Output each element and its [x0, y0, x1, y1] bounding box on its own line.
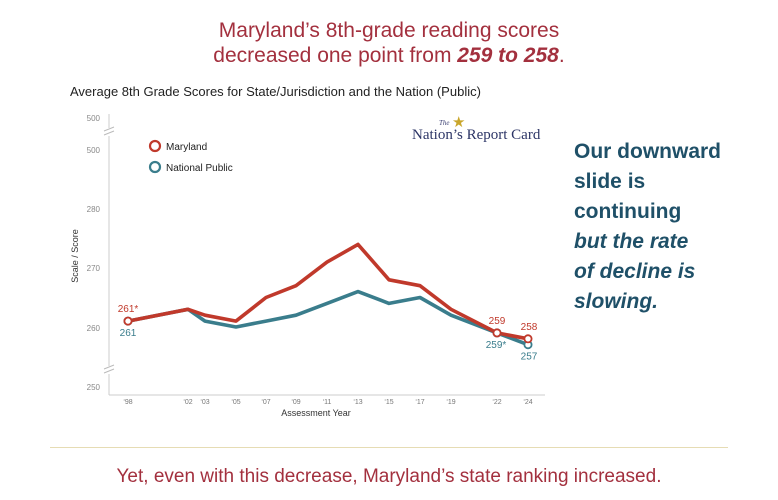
- y-tick-label-260: 260: [87, 324, 101, 333]
- headline-line-1: Maryland’s 8th-grade reading scores: [218, 19, 560, 42]
- data-label-national-public-1998: 261: [120, 328, 137, 339]
- footer-text: Yet, even with this decrease, Maryland’s…: [116, 466, 662, 487]
- x-tick-label-2017: ‘17: [415, 399, 424, 406]
- logo-main-text: Nation’s Report Card: [412, 127, 541, 143]
- callout-line-3: continuing: [574, 200, 682, 223]
- nations-report-card-logo: The ★ Nation’s Report Card: [412, 114, 542, 152]
- data-point-maryland-1998: [123, 316, 133, 326]
- x-tick-label-2024: ‘24: [523, 399, 532, 406]
- y-axis-title: Scale / Score: [70, 229, 80, 283]
- callout-line-4: but the rate: [574, 230, 689, 253]
- data-label-national-public-2024: 257: [521, 352, 538, 363]
- callout-line-1: Our downward: [574, 140, 721, 163]
- headline-emphasis: 259 to 258: [457, 44, 559, 67]
- data-point-maryland-2024: [523, 334, 533, 344]
- y-tick-label-280: 280: [87, 205, 101, 214]
- x-tick-label-2002: ‘02: [183, 399, 192, 406]
- x-tick-label-2003: ‘03: [200, 399, 209, 406]
- y-tick-label-250: 250: [87, 383, 101, 392]
- headline-line-2: decreased one point from 259 to 258.: [0, 43, 778, 68]
- x-tick-label-2011: ‘11: [323, 399, 332, 406]
- legend-marker-national-public: [148, 160, 162, 174]
- legend-label-national-public: National Public: [166, 163, 233, 174]
- data-label-national-public-2022: 259*: [486, 340, 507, 351]
- data-label-maryland-2022: 259: [489, 316, 506, 327]
- callout-text: Our downward slide is continuing but the…: [574, 137, 774, 317]
- star-icon: ★: [452, 114, 466, 131]
- y-axis-break-lower: [103, 364, 115, 374]
- headline-line-2-suffix: .: [558, 44, 565, 67]
- logo-small-text: The: [439, 119, 450, 127]
- x-axis-title: Assessment Year: [281, 408, 351, 418]
- x-tick-label-2015: ‘15: [384, 399, 393, 406]
- series-line-national-public: [126, 289, 530, 347]
- x-tick-label-2007: ‘07: [261, 399, 270, 406]
- x-tick-label-2005: ‘05: [231, 399, 240, 406]
- headline: Maryland’s 8th-grade reading scores decr…: [0, 18, 778, 68]
- legend-marker-maryland: [148, 139, 162, 153]
- legend-label-maryland: Maryland: [166, 142, 207, 153]
- y-axis-break-upper: [103, 126, 115, 136]
- y-tick-label-500: 500: [87, 146, 101, 155]
- data-label-maryland-2024: 258: [521, 322, 538, 333]
- x-tick-label-2009: ‘09: [291, 399, 300, 406]
- callout-line-6: slowing.: [574, 290, 658, 313]
- y-tick-label-500-top: 500: [87, 114, 101, 123]
- data-point-maryland-2022: [492, 328, 502, 338]
- series-line-maryland: [126, 242, 530, 341]
- y-tick-label-270: 270: [87, 264, 101, 273]
- callout-line-5: of decline is: [574, 260, 696, 283]
- divider: [50, 447, 728, 448]
- headline-line-2-prefix: decreased one point from: [213, 44, 458, 67]
- x-tick-label-2019: ‘19: [446, 399, 455, 406]
- x-tick-label-2022: ‘22: [492, 399, 501, 406]
- data-label-maryland-1998: 261*: [118, 304, 139, 315]
- x-tick-label-1998: ‘98: [123, 399, 132, 406]
- callout-line-2: slide is: [574, 170, 646, 193]
- chart-title: Average 8th Grade Scores for State/Juris…: [70, 84, 481, 99]
- x-tick-label-2013: ‘13: [353, 399, 362, 406]
